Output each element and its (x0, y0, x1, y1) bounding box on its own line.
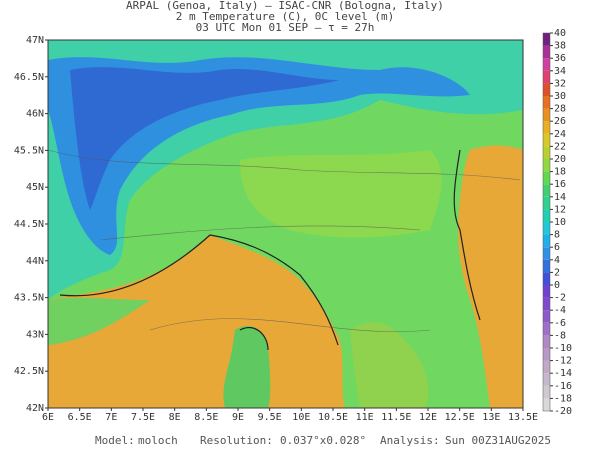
colorbar-label: 18 (554, 167, 566, 178)
colorbar-label: -16 (554, 381, 572, 392)
colorbar-label: 32 (554, 78, 566, 89)
x-tick-label: 12.5E (445, 412, 475, 423)
colorbar-label: 0 (554, 280, 560, 291)
colorbar-swatch (543, 310, 550, 323)
header-line: 03 UTC Mon 01 SEP — τ = 27h (196, 21, 375, 34)
x-tick-label: 10E (292, 412, 310, 423)
x-tick-label: 8.5E (194, 412, 218, 423)
y-tick-label: 45N (26, 182, 44, 193)
colorbar-label: -12 (554, 356, 572, 367)
colorbar-swatch (543, 96, 550, 109)
colorbar-label: 20 (554, 154, 566, 165)
colorbar-label: 28 (554, 104, 566, 115)
x-tick-label: 12E (419, 412, 437, 423)
colorbar-label: 4 (554, 255, 560, 266)
colorbar-swatch (543, 335, 550, 348)
colorbar-label: -8 (554, 330, 566, 341)
x-tick-label: 11.5E (381, 412, 411, 423)
colorbar-swatch (543, 234, 550, 248)
footer-label: Analysis: (380, 434, 440, 447)
colorbar-swatch (543, 70, 550, 84)
colorbar-label: -6 (554, 318, 566, 329)
x-tick-label: 8E (169, 412, 181, 423)
footer-value: Sun 00Z31AUG2025 (445, 434, 551, 447)
y-tick-label: 44.5N (14, 219, 44, 230)
colorbar-label: 10 (554, 217, 566, 228)
y-tick-label: 43N (26, 329, 44, 340)
colorbar-swatch (543, 171, 550, 185)
colorbar-swatch (543, 297, 550, 311)
colorbar-swatch (543, 121, 550, 134)
x-tick-label: 13E (482, 412, 500, 423)
y-tick-label: 42N (26, 403, 44, 414)
colorbar-label: 2 (554, 267, 560, 278)
x-tick-label: 9E (232, 412, 244, 423)
colorbar-swatch (543, 83, 550, 96)
y-tick-label: 46.5N (14, 72, 44, 83)
footer-label: Resolution: (200, 434, 273, 447)
colorbar-swatch (543, 373, 550, 386)
colorbar-swatch (543, 360, 550, 374)
y-tick-label: 44N (26, 256, 44, 267)
colorbar-swatch (543, 247, 550, 260)
x-tick-label: 6E (42, 412, 54, 423)
colorbar-label: 22 (554, 141, 566, 152)
colorbar-swatch (543, 33, 550, 46)
colorbar-label: -2 (554, 293, 566, 304)
y-tick-label: 45.5N (14, 145, 44, 156)
colorbar-swatch (543, 322, 550, 336)
colorbar-label: 16 (554, 179, 566, 190)
colorbar-swatch (543, 196, 550, 210)
footer-label: Model: (95, 434, 135, 447)
colorbar-swatch (543, 58, 550, 71)
colorbar-label: 8 (554, 230, 560, 241)
colorbar-label: 30 (554, 91, 566, 102)
colorbar-label: 40 (554, 28, 566, 39)
y-tick-label: 47N (26, 35, 44, 46)
x-tick-label: 7E (105, 412, 117, 423)
header-line: 2 m Temperature (C), 0C level (m) (176, 10, 395, 23)
header-line: ARPAL (Genoa, Italy) — ISAC-CNR (Bologna… (126, 0, 444, 12)
map-field (48, 40, 523, 408)
colorbar-label: -18 (554, 393, 572, 404)
footer-value: moloch (138, 434, 178, 447)
colorbar-swatch (543, 159, 550, 172)
x-tick-label: 9.5E (258, 412, 282, 423)
x-tick-label: 7.5E (131, 412, 155, 423)
colorbar-swatch (543, 259, 550, 273)
colorbar-label: 26 (554, 116, 566, 127)
colorbar-swatch (543, 222, 550, 235)
colorbar-swatch (543, 146, 550, 159)
footer-value: 0.037°x0.028° (280, 434, 366, 447)
colorbar-swatch (543, 272, 550, 285)
y-tick-label: 43.5N (14, 293, 44, 304)
colorbar-swatch (543, 398, 550, 411)
colorbar-label: 36 (554, 53, 566, 64)
colorbar-label: 14 (554, 192, 566, 203)
x-tick-label: 6.5E (68, 412, 92, 423)
x-tick-label: 11E (356, 412, 374, 423)
colorbar-label: -4 (554, 305, 566, 316)
colorbar-swatch (543, 285, 550, 298)
colorbar-label: 24 (554, 129, 566, 140)
colorbar-swatch (543, 133, 550, 147)
colorbar-swatch (543, 108, 550, 122)
colorbar-label: 38 (554, 41, 566, 52)
x-tick-label: 13.5E (508, 412, 538, 423)
colorbar-swatch (543, 385, 550, 399)
colorbar-label: 12 (554, 204, 566, 215)
y-tick-label: 42.5N (14, 366, 44, 377)
colorbar-label: 6 (554, 242, 560, 253)
colorbar-label: -20 (554, 406, 572, 417)
colorbar-label: -10 (554, 343, 572, 354)
colorbar-label: -14 (554, 368, 572, 379)
colorbar-swatch (543, 184, 550, 197)
colorbar-label: 34 (554, 66, 566, 77)
y-tick-label: 46N (26, 109, 44, 120)
x-tick-label: 10.5E (318, 412, 348, 423)
colorbar-swatch (543, 45, 550, 59)
colorbar-swatch (543, 348, 550, 361)
colorbar-swatch (543, 209, 550, 222)
